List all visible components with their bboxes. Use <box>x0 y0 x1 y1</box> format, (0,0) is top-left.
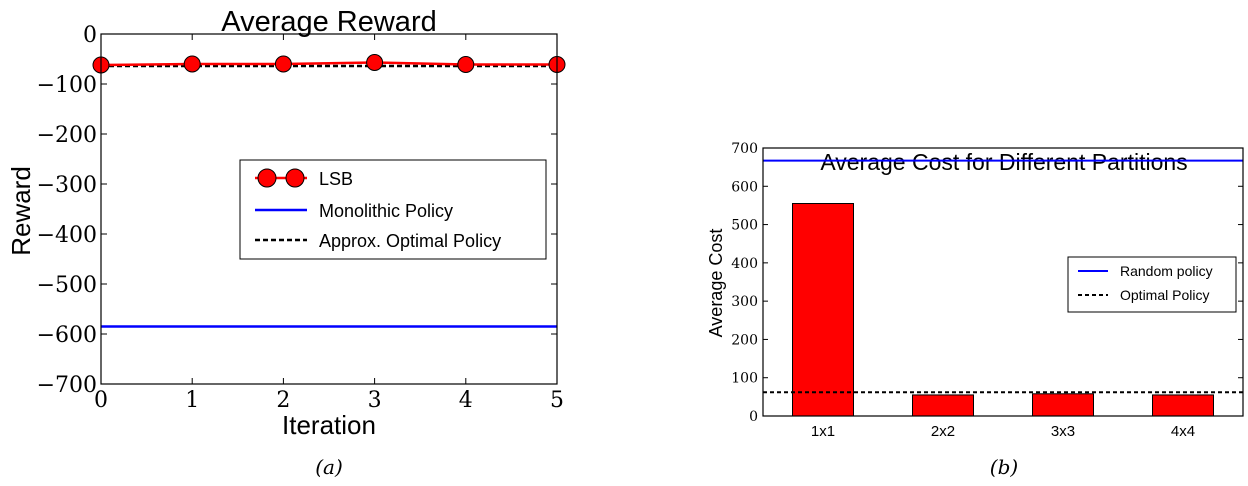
bar-1x1 <box>792 203 854 417</box>
chart-a-x-axis-label: Iteration <box>282 410 376 440</box>
bar-4x4 <box>1152 394 1214 417</box>
legend-lsb-marker-right <box>285 168 305 188</box>
bar-3x3 <box>1032 393 1094 417</box>
chart-b-y-axis-label: Average Cost <box>706 229 726 338</box>
chart-b-y-tick-label: 0 <box>749 409 758 425</box>
chart-a-y-tick-label: −700 <box>37 373 97 398</box>
series-lsb-point <box>274 55 292 73</box>
series-lsb-point <box>457 56 475 73</box>
chart-a-y-tick-label: 0 <box>83 23 97 48</box>
chart-average-reward: Average Reward Iteration Reward 0 1 2 3 4 50−… <box>6 6 566 479</box>
chart-b-plot-frame <box>762 147 1244 417</box>
series-lsb-point <box>183 55 201 73</box>
legend-lsb-label: LSB <box>319 169 353 189</box>
bar-2x2 <box>912 394 974 417</box>
chart-a-y-tick-label: −400 <box>37 223 97 248</box>
chart-b-legend: Random policy Optimal Policy <box>1067 256 1237 313</box>
chart-a-x-tick-label: 3 <box>368 388 382 413</box>
chart-b-y-tick-label: 300 <box>731 294 758 310</box>
legend-optimal-policy-label: Optimal Policy <box>1120 287 1209 303</box>
legend-monolithic-label: Monolithic Policy <box>319 201 453 221</box>
chart-b-marks <box>763 159 1243 417</box>
chart-b-caption: (b) <box>990 455 1018 479</box>
legend-lsb-marker-left <box>257 168 277 188</box>
chart-b-y-tick-label: 700 <box>731 141 758 157</box>
chart-a-x-tick-label: 1 <box>185 388 199 413</box>
chart-a-legend: LSB Monolithic Policy Approx. Optimal Po… <box>239 159 547 260</box>
chart-b-y-tick-label: 500 <box>731 218 758 234</box>
legend-approx-optimal-label: Approx. Optimal Policy <box>319 231 501 251</box>
chart-b-x-tick-label: 3x3 <box>1051 423 1075 440</box>
chart-a-ticks: 0 1 2 3 4 5 0 −100 −200 −300 −400 −500 −600 −700 <box>37 23 564 413</box>
chart-a-y-tick-label: −300 <box>37 173 97 198</box>
chart-a-y-tick-label: −600 <box>37 323 97 348</box>
chart-a-y-tick-label: −100 <box>37 73 97 98</box>
chart-b-legend-box <box>1067 256 1237 313</box>
chart-a-y-axis-label: Reward <box>6 166 36 256</box>
chart-a-title: Average Reward <box>221 6 436 38</box>
chart-b-y-tick-label: 100 <box>731 371 758 387</box>
chart-a-x-tick-label: 2 <box>276 388 290 413</box>
chart-b-y-tick-label: 400 <box>731 256 758 272</box>
legend-random-policy-label: Random policy <box>1120 263 1213 279</box>
chart-b-x-tick-label: 4x4 <box>1171 423 1195 440</box>
chart-a-x-tick-label: 5 <box>550 388 564 413</box>
chart-b-x-tick-label: 1x1 <box>811 423 835 440</box>
chart-b-y-tick-label: 600 <box>731 179 758 195</box>
chart-a-x-tick-label: 0 <box>94 388 108 413</box>
chart-b-x-tick-label: 2x2 <box>931 423 955 440</box>
chart-a-plot-frame <box>100 33 558 385</box>
chart-average-cost: Average Cost for Different Partitions Av… <box>706 141 1244 479</box>
chart-b-title: Average Cost for Different Partitions <box>820 149 1187 175</box>
chart-a-y-tick-label: −200 <box>37 123 97 148</box>
chart-a-marks <box>92 54 566 328</box>
series-lsb-line <box>100 61 557 67</box>
series-lsb-point <box>366 54 384 71</box>
chart-a-x-tick-label: 4 <box>459 388 473 413</box>
chart-a-y-tick-label: −500 <box>37 273 97 298</box>
chart-b-y-tick-label: 200 <box>731 332 758 348</box>
chart-a-caption: (a) <box>315 455 343 479</box>
